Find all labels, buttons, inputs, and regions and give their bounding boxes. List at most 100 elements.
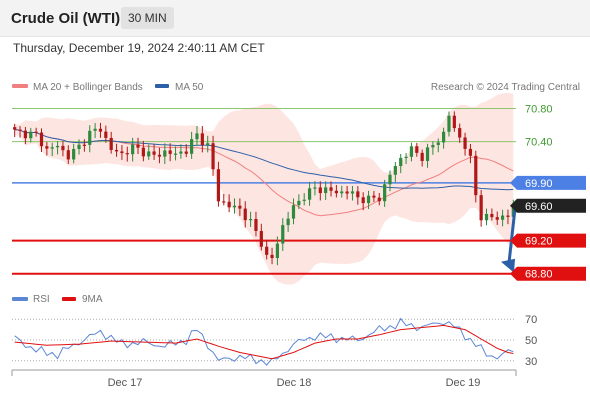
candle bbox=[206, 135, 210, 153]
time-axis: Dec 17 Dec 18 Dec 19 bbox=[11, 369, 517, 389]
candle bbox=[442, 127, 446, 149]
candle bbox=[222, 193, 226, 206]
candle bbox=[452, 111, 456, 132]
candle bbox=[329, 181, 333, 197]
forecast-arrow-shaft bbox=[507, 205, 517, 263]
candle-body bbox=[29, 131, 33, 139]
candle-body bbox=[39, 132, 44, 147]
candle-body bbox=[195, 133, 199, 140]
candle-body bbox=[490, 213, 494, 218]
candle-body bbox=[350, 191, 355, 194]
candle bbox=[409, 142, 414, 162]
candle-body bbox=[184, 151, 188, 154]
candle-body bbox=[18, 129, 22, 131]
candle-body bbox=[377, 197, 381, 202]
candle-body bbox=[227, 201, 231, 208]
candle bbox=[420, 149, 424, 167]
candle-body bbox=[179, 151, 183, 154]
ma20-legend-label: MA 20 + Bollinger Bands bbox=[33, 82, 143, 93]
candle bbox=[131, 137, 135, 162]
candle bbox=[281, 218, 285, 251]
forecast-arrow bbox=[501, 205, 517, 273]
candle-body bbox=[452, 115, 456, 129]
candle bbox=[474, 150, 478, 203]
candle-body bbox=[136, 144, 140, 148]
candle bbox=[495, 211, 499, 225]
rsi-legend-label: RSI bbox=[33, 294, 50, 305]
candle-body bbox=[173, 153, 178, 155]
candle-body bbox=[425, 147, 430, 161]
candle-body bbox=[415, 146, 419, 153]
candle bbox=[50, 142, 54, 157]
candle bbox=[388, 170, 392, 192]
candle-body bbox=[114, 149, 119, 152]
time-label-2: Dec 18 bbox=[277, 377, 312, 389]
candle bbox=[404, 153, 408, 164]
candle bbox=[463, 132, 467, 156]
ma9-legend-swatch bbox=[62, 297, 76, 301]
current-price-label-box bbox=[510, 198, 586, 213]
candle bbox=[163, 143, 167, 164]
candle bbox=[259, 223, 263, 251]
candle-body bbox=[431, 145, 435, 148]
candle-body bbox=[399, 157, 403, 167]
interval-badge[interactable]: 30 MIN bbox=[121, 7, 174, 29]
candle bbox=[265, 239, 269, 260]
candle-body bbox=[72, 148, 76, 160]
candle bbox=[88, 125, 92, 153]
candle bbox=[393, 161, 397, 183]
ma50-line bbox=[14, 129, 514, 191]
candle bbox=[436, 138, 440, 153]
candle bbox=[291, 198, 296, 225]
candle bbox=[431, 141, 435, 155]
ma20-legend-swatch bbox=[12, 84, 28, 88]
candle bbox=[297, 194, 301, 210]
candle-body bbox=[190, 139, 194, 154]
candle-body bbox=[34, 131, 38, 133]
level-labels: 70.80 70.40 69.90 69.60 69.20 68.80 bbox=[510, 104, 586, 281]
candle-body bbox=[147, 151, 151, 157]
candle-body bbox=[104, 131, 108, 138]
candle bbox=[350, 186, 355, 201]
bollinger-band-area bbox=[14, 92, 514, 285]
candle bbox=[45, 141, 49, 156]
forecast-arrow-head bbox=[501, 258, 515, 273]
candle-body bbox=[152, 151, 156, 155]
candle bbox=[77, 139, 81, 155]
candle bbox=[415, 142, 419, 157]
candles bbox=[13, 111, 515, 266]
candle bbox=[468, 144, 473, 164]
candle bbox=[98, 122, 103, 138]
candle bbox=[93, 123, 97, 138]
candle-body bbox=[265, 246, 269, 255]
candle-body bbox=[383, 184, 387, 202]
candle bbox=[104, 125, 108, 143]
target-label-1-box bbox=[510, 233, 586, 248]
candle bbox=[458, 123, 462, 143]
candle-body bbox=[479, 195, 483, 221]
candle bbox=[55, 141, 60, 155]
candle bbox=[238, 198, 242, 216]
candle bbox=[18, 126, 22, 138]
candle bbox=[109, 131, 113, 154]
candle-body bbox=[232, 205, 237, 208]
candle bbox=[125, 146, 129, 162]
candle bbox=[141, 140, 145, 162]
candle bbox=[254, 211, 258, 237]
candle bbox=[479, 189, 483, 227]
chart-datetime: Thursday, December 19, 2024 2:40:11 AM C… bbox=[13, 41, 265, 55]
resistance-label-1: 70.80 bbox=[525, 104, 553, 116]
time-label-3: Dec 19 bbox=[446, 377, 481, 389]
candle-body bbox=[463, 137, 467, 149]
candle-body bbox=[313, 187, 317, 189]
candle bbox=[61, 141, 65, 157]
candle-body bbox=[120, 151, 124, 154]
candle bbox=[152, 144, 156, 160]
candle bbox=[72, 143, 76, 164]
candle bbox=[211, 135, 215, 176]
candle bbox=[275, 236, 280, 266]
ma9-legend-label: 9MA bbox=[82, 294, 103, 305]
candle-body bbox=[447, 115, 451, 132]
candle bbox=[82, 139, 86, 152]
